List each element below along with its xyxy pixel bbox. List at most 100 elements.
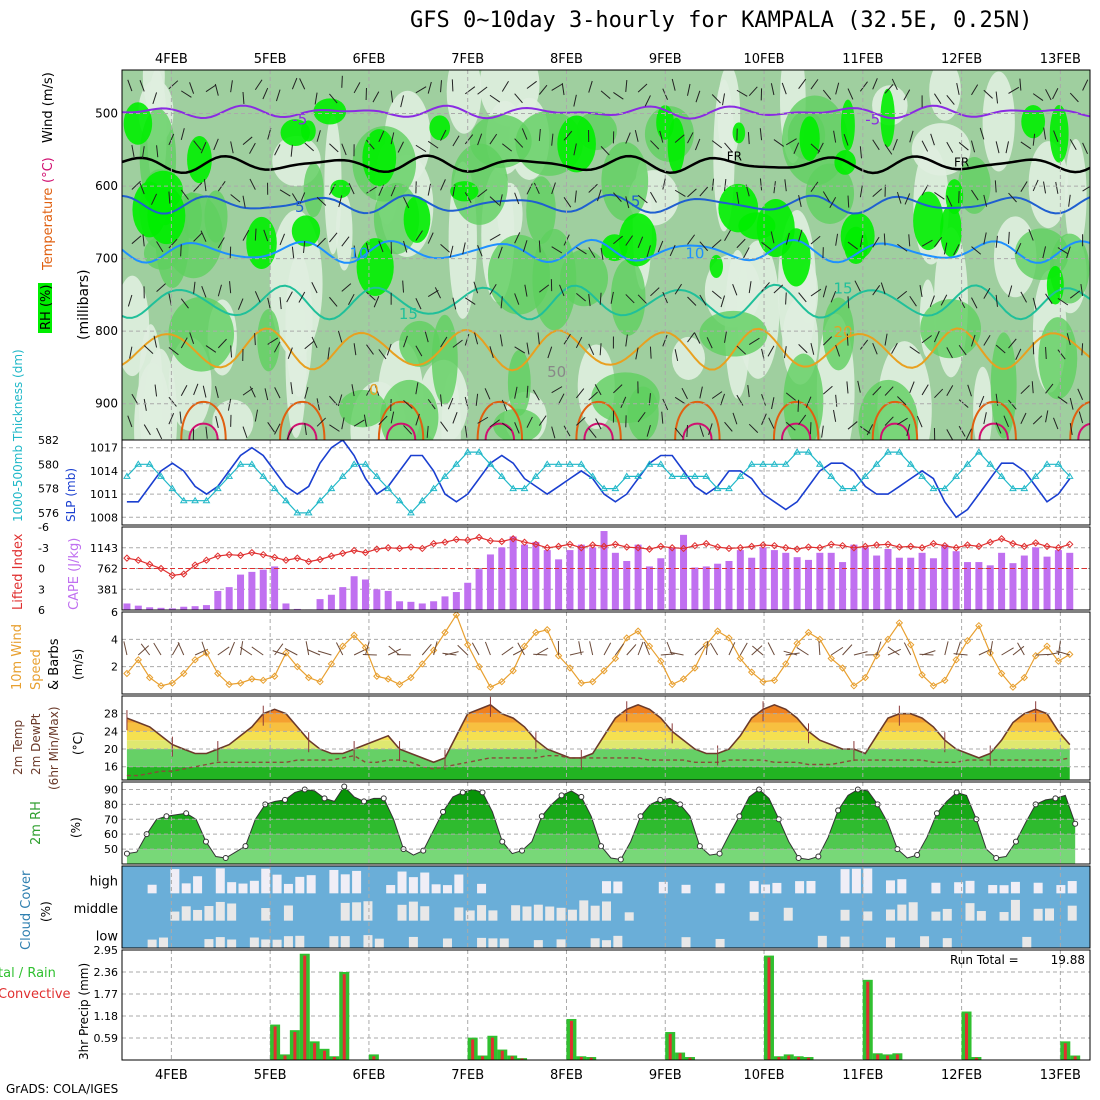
wind-barb — [600, 90, 611, 100]
wind-barb — [872, 343, 878, 355]
wind-barb — [625, 334, 628, 347]
lifted-index-marker — [407, 543, 415, 551]
wind-speed-marker — [1009, 683, 1017, 691]
lifted-index-marker — [123, 554, 131, 562]
wind-barb — [798, 343, 808, 354]
precip-tick-label: 0.59 — [94, 1032, 119, 1045]
thickness-marker — [997, 472, 1006, 479]
rh-marker — [123, 850, 130, 857]
wind-barb — [242, 195, 246, 208]
cloud-bar-low — [340, 936, 350, 948]
wind-barb — [202, 385, 207, 398]
precip-tick-label: 1.77 — [94, 988, 119, 1001]
cloud-bar-high — [749, 881, 759, 894]
cape-bar — [168, 608, 176, 610]
contour-label: 0 — [369, 381, 379, 399]
rh-saturated-patch — [732, 122, 746, 144]
wind-barb — [694, 138, 701, 151]
cloud-bar-low — [590, 938, 600, 948]
wind-barb — [847, 296, 850, 309]
wind-barb — [575, 336, 583, 349]
lifted-index-marker — [1043, 542, 1051, 551]
cape-bar — [804, 559, 812, 610]
cape-bar — [589, 547, 597, 610]
wind-barb — [180, 298, 189, 309]
wind-barb — [711, 178, 715, 191]
thickness-marker — [1043, 460, 1051, 467]
wind-barb — [829, 196, 837, 208]
cloud-bar-low — [283, 936, 293, 948]
cape-bar — [702, 566, 710, 610]
thickness-marker — [679, 472, 688, 479]
cape-frame — [121, 526, 1091, 611]
contour-label: 5 — [295, 198, 305, 216]
wind-barb — [489, 133, 498, 145]
surface-wind-barb — [501, 646, 514, 656]
lifted-index-marker — [736, 544, 745, 552]
wind-barb — [514, 422, 520, 434]
wind-speed-marker — [464, 641, 472, 649]
warm-lobe-25 — [1069, 401, 1090, 440]
wind-barb — [229, 281, 232, 294]
cape-bar — [430, 601, 438, 610]
wind-barb — [832, 409, 837, 422]
wind-speed-marker — [134, 656, 143, 664]
wind-barb — [193, 232, 203, 242]
wind-barb — [501, 422, 512, 431]
wind-barb — [348, 182, 355, 195]
wind-barb — [304, 386, 309, 399]
surface-wind-barb — [442, 652, 457, 656]
wind-speed-marker — [679, 675, 688, 683]
wind-barb — [316, 237, 326, 247]
rh-saturated-patch — [709, 254, 723, 278]
wind-speed-marker — [872, 652, 881, 660]
pressure-tick-label: 900 — [95, 397, 118, 411]
rh-band — [126, 834, 1076, 850]
slp-line — [126, 440, 1071, 519]
cape-bar — [611, 552, 619, 610]
wind-barb — [919, 285, 923, 298]
cloud-bar-low — [249, 937, 259, 948]
lifted-index-marker — [418, 544, 426, 553]
rh-tick-label: 90 — [104, 783, 118, 796]
cloud-bar-high — [851, 868, 861, 894]
precip-tick-label: 2.36 — [94, 966, 119, 979]
wind-barb — [995, 141, 1000, 154]
wind-speed-marker — [236, 679, 245, 687]
thickness-marker — [804, 448, 813, 455]
wind-barb — [934, 236, 943, 248]
clip-cloud-group — [147, 868, 1077, 948]
wind-barb — [524, 284, 528, 297]
lifted-index-marker — [270, 553, 279, 562]
wind-barb — [946, 385, 954, 396]
rh-saturated-patch — [429, 115, 451, 141]
wind-barb — [661, 411, 664, 424]
lifted-index-marker — [804, 543, 813, 551]
lifted-index-marker — [747, 542, 756, 551]
lifted-index-marker — [725, 544, 733, 553]
wind-barb — [576, 293, 586, 302]
thickness-marker — [645, 460, 654, 467]
rh-saturated-patch — [403, 196, 431, 243]
wind-barb — [351, 384, 355, 397]
cloud-bar-high — [454, 874, 464, 894]
precip-convective-bar — [322, 1050, 326, 1060]
wind-barb — [153, 335, 158, 348]
cape-tick-label: 762 — [97, 563, 118, 576]
wind-barb — [588, 391, 598, 401]
contour-label: 5 — [631, 192, 641, 210]
wind-barb — [213, 138, 219, 151]
wind-barb — [773, 139, 785, 147]
wind-barb — [215, 386, 219, 398]
wind-barb — [267, 422, 275, 433]
precip-convective-bar — [1063, 1043, 1067, 1060]
thickness-marker — [543, 460, 552, 467]
rh-saturated-patch — [940, 204, 962, 257]
wind-barb — [475, 393, 479, 406]
rh-marker — [321, 795, 328, 802]
wind-barb — [934, 93, 942, 105]
surface-wind-barb — [239, 646, 253, 656]
wind-speed-marker — [691, 664, 699, 672]
wind-barb — [242, 426, 248, 439]
cloud-bar-high — [477, 883, 487, 894]
